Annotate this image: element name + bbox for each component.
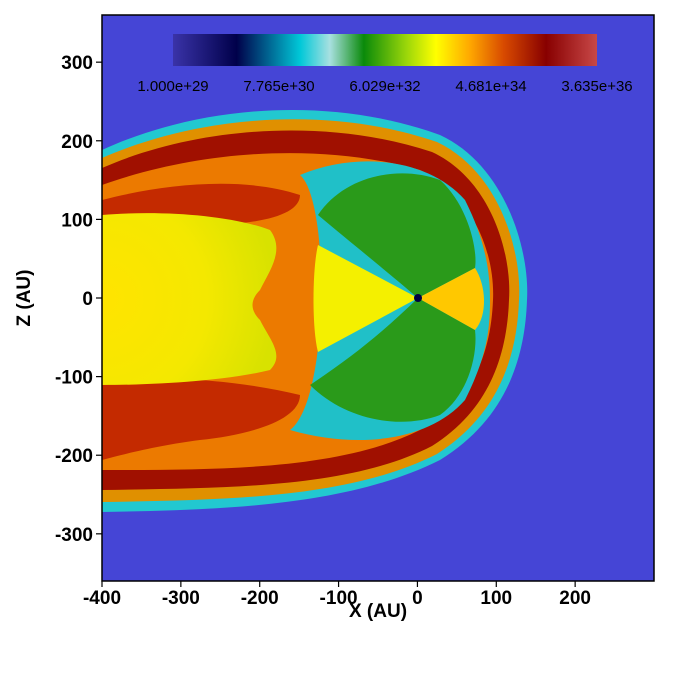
wedge-downstream	[313, 245, 418, 352]
x-axis: -400 -300 -200 -100 0 100 200	[83, 581, 591, 609]
x-tick-label: 200	[559, 588, 591, 609]
y-tick-label: -100	[55, 368, 93, 389]
x-tick-label: 0	[412, 588, 423, 609]
y-tick-label: -300	[55, 525, 93, 546]
colorbar-tick-label: 6.029e+32	[349, 78, 420, 95]
y-tick-label: 0	[82, 289, 93, 310]
wedge-upstream	[418, 268, 485, 330]
y-tick-label: 300	[61, 53, 93, 74]
colorbar-tick-label: 3.635e+36	[561, 78, 632, 95]
y-tick-label: 200	[61, 132, 93, 153]
colorbar-tick-label: 1.000e+29	[137, 78, 208, 95]
y-tick-label: 100	[61, 210, 93, 231]
colorbar-tick-label: 4.681e+34	[455, 78, 526, 95]
y-axis: 300 200 100 0 -100 -200 -300	[55, 53, 102, 546]
sun-marker	[414, 294, 422, 302]
tail-red-lobe-lower	[102, 378, 300, 460]
x-tick-label: -200	[241, 588, 279, 609]
green-lobe-upper	[318, 173, 476, 298]
colorbar: 1.000e+29 7.765e+30 6.029e+32 4.681e+34 3.63…	[137, 34, 633, 95]
x-tick-label: -300	[162, 588, 200, 609]
heliosphere-field	[102, 109, 528, 512]
x-axis-title: X (AU)	[349, 601, 407, 622]
y-tick-label: -200	[55, 446, 93, 467]
x-tick-label: -400	[83, 588, 121, 609]
y-axis-title: Z (AU)	[14, 270, 35, 327]
x-tick-label: 100	[480, 588, 512, 609]
green-lobe-lower	[310, 298, 476, 422]
colorbar-gradient	[173, 34, 597, 66]
colorbar-tick-label: 7.765e+30	[243, 78, 314, 95]
tail-yellow-core	[102, 213, 277, 385]
x-tick-label: -100	[320, 588, 358, 609]
